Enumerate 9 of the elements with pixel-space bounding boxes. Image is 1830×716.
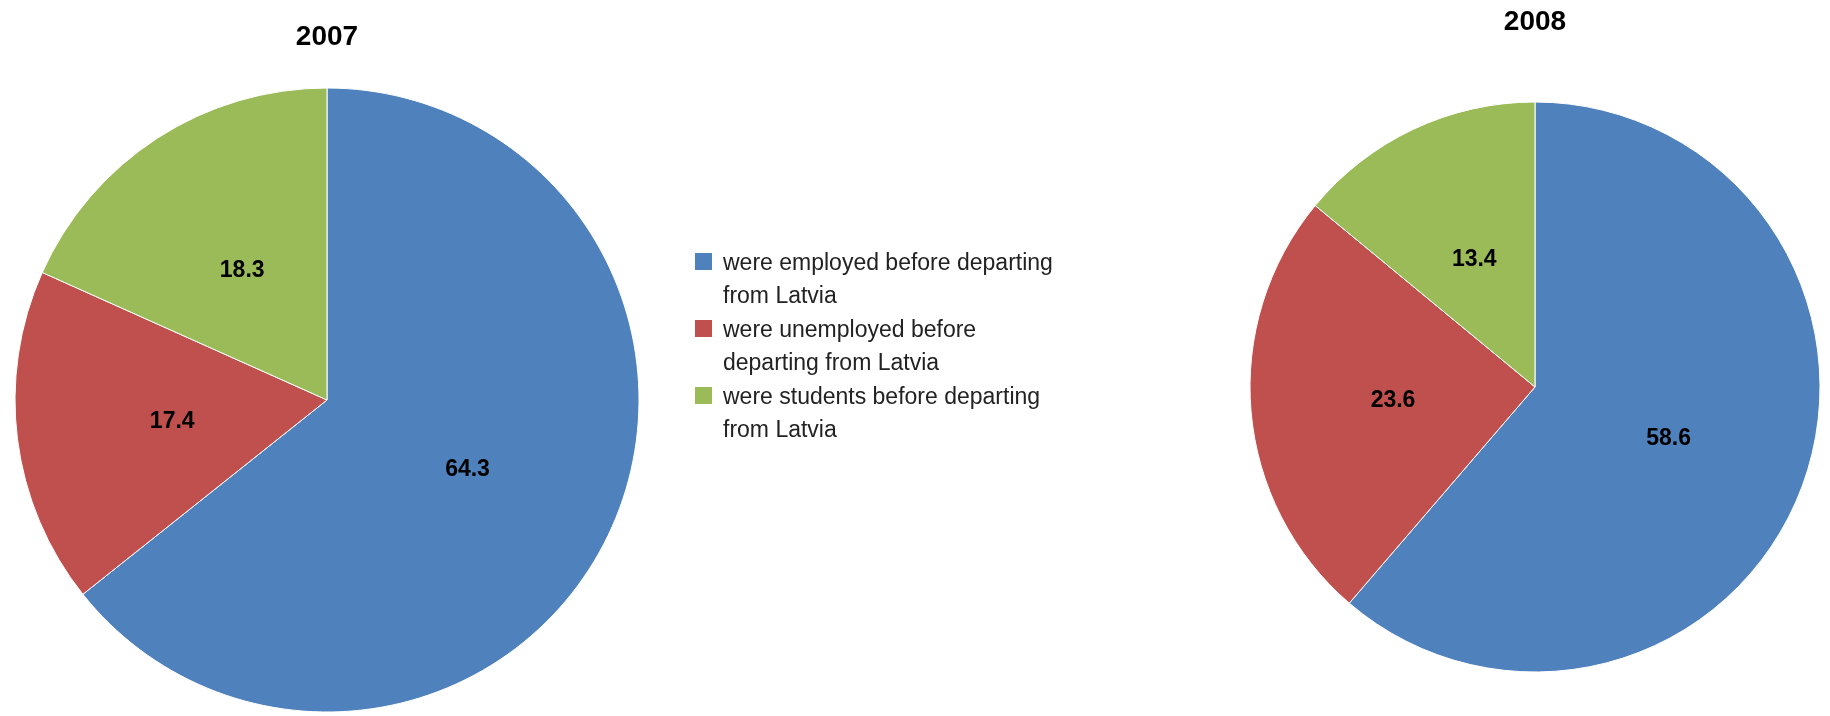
data-label: 17.4: [149, 406, 195, 433]
chart-title: 2007: [295, 20, 359, 51]
data-label: 23.6: [1370, 386, 1416, 413]
data-label: 64.3: [445, 454, 490, 481]
legend-label: were students before departing from Latvia: [722, 383, 1041, 443]
data-label: 13.4: [1451, 245, 1497, 272]
chart-title: 2008: [1503, 5, 1567, 36]
data-label: 58.6: [1646, 423, 1691, 450]
data-label: 18.3: [219, 256, 265, 283]
